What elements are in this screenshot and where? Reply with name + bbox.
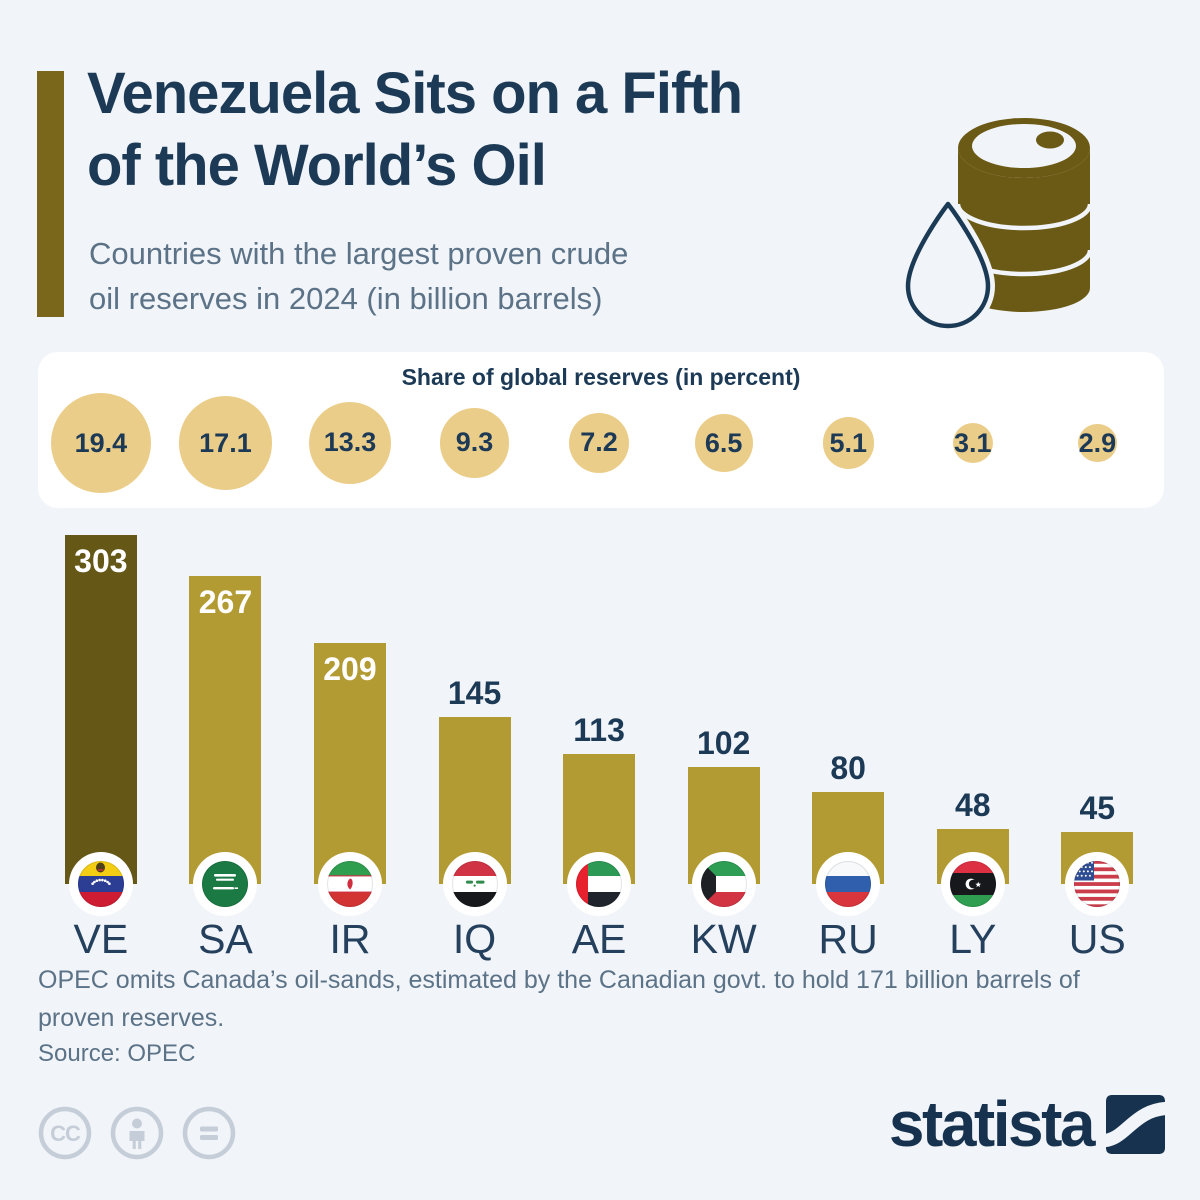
flag-kuwait-icon — [700, 860, 748, 908]
flag-circle — [691, 852, 756, 916]
title-accent-bar — [37, 71, 64, 317]
bar-column-iq: 145 IQ — [412, 520, 537, 985]
flag-circle — [317, 852, 382, 916]
subtitle-line-2: oil reserves in 2024 (in billion barrels… — [89, 280, 603, 316]
bar-column-kw: 102 KW — [661, 520, 786, 985]
flag-saudi-arabia-icon — [201, 860, 249, 908]
flag-venezuela-icon — [77, 860, 125, 908]
bar-value-label: 267 — [198, 584, 253, 620]
subtitle-line-1: Countries with the largest proven crude — [89, 236, 629, 271]
flag-circle — [1065, 852, 1130, 916]
license-icons: CC — [36, 1104, 238, 1162]
flag-usa-icon — [1073, 860, 1121, 908]
country-code-label: US — [1068, 916, 1126, 962]
flag-russia-icon — [824, 860, 872, 908]
bar-column-ir: 209 IR — [288, 520, 413, 985]
bar-value-label: 80 — [830, 750, 866, 786]
flag-uae-icon — [575, 860, 623, 908]
cc-icon[interactable]: CC — [36, 1104, 94, 1162]
flag-circle — [193, 852, 258, 916]
bar-ir — [313, 643, 386, 884]
share-bubble: 19.4 — [50, 393, 151, 493]
country-code-label: IR — [329, 916, 371, 962]
share-bubble: 5.1 — [822, 417, 874, 469]
share-panel: Share of global reserves (in percent) 19… — [38, 352, 1164, 508]
share-panel-title: Share of global reserves (in percent) — [401, 364, 801, 390]
country-code-label: AE — [571, 916, 627, 962]
bar-value-label: 102 — [696, 725, 751, 761]
bar-value-label: 145 — [447, 675, 502, 711]
country-code-label: SA — [198, 916, 253, 962]
country-code-label: RU — [818, 916, 878, 962]
country-code-label: IQ — [452, 916, 497, 962]
title-line-2: of the World’s Oil — [87, 132, 547, 198]
share-bubble: 9.3 — [439, 408, 510, 478]
share-bubble: 17.1 — [178, 396, 273, 490]
bar-value-label: 303 — [74, 543, 128, 579]
flag-iran-icon — [326, 860, 374, 908]
statista-logo[interactable]: statista — [889, 1092, 1165, 1156]
bar-value-label: 209 — [323, 651, 377, 687]
bar-column-ae: 113 AE — [537, 520, 662, 985]
bar-column-sa: 267 SA — [163, 520, 288, 985]
bar-column-ly: 48 LY — [911, 520, 1036, 985]
footnote: OPEC omits Canada’s oil-sands, estimated… — [38, 966, 1080, 1032]
bar-value-label: 45 — [1079, 790, 1116, 826]
svg-text:CC: CC — [50, 1121, 81, 1146]
bar-column-ve: 303 VE — [39, 520, 164, 985]
bar-value-label: 48 — [954, 787, 991, 823]
country-code-label: VE — [73, 916, 129, 962]
flag-circle — [442, 852, 507, 916]
flag-iraq-icon — [451, 860, 499, 908]
page-title: Venezuela Sits on a Fifth of the World’s… — [87, 58, 743, 202]
country-code-label: LY — [949, 916, 997, 962]
oil-drop-icon — [901, 197, 995, 333]
country-code-label: KW — [690, 916, 757, 962]
share-bubble: 13.3 — [308, 401, 392, 485]
oil-barrel-icon — [896, 104, 1108, 336]
flag-libya-icon — [949, 860, 997, 908]
bar-value-label: 113 — [573, 712, 625, 748]
flag-circle — [68, 852, 133, 916]
share-bubble: 3.1 — [952, 423, 993, 463]
bar-chart: 303 VE 267 SA 209 IR 145 IQ 113 AE 102 KW 80 RU 48 L… — [38, 520, 1162, 985]
cc-by-person-icon[interactable] — [108, 1104, 166, 1162]
bar-column-us: 45 US — [1035, 520, 1160, 985]
flag-circle — [567, 852, 632, 916]
flag-circle — [816, 852, 881, 916]
flag-circle — [940, 852, 1005, 916]
title-line-1: Venezuela Sits on a Fifth — [87, 61, 743, 126]
cc-nd-equals-icon[interactable] — [180, 1104, 238, 1162]
bar-column-ru: 80 RU — [786, 520, 911, 985]
share-bubble: 7.2 — [568, 412, 630, 474]
statista-swoosh-icon — [1106, 1094, 1165, 1154]
bar-ve — [64, 535, 137, 884]
source-line: Source: OPEC — [38, 1040, 196, 1067]
bar-sa — [189, 576, 262, 884]
page-subtitle: Countries with the largest proven crude … — [89, 232, 628, 321]
statista-logo-text: statista — [888, 1088, 1096, 1160]
share-bubble: 6.5 — [694, 414, 753, 472]
share-bubble: 2.9 — [1078, 423, 1117, 463]
